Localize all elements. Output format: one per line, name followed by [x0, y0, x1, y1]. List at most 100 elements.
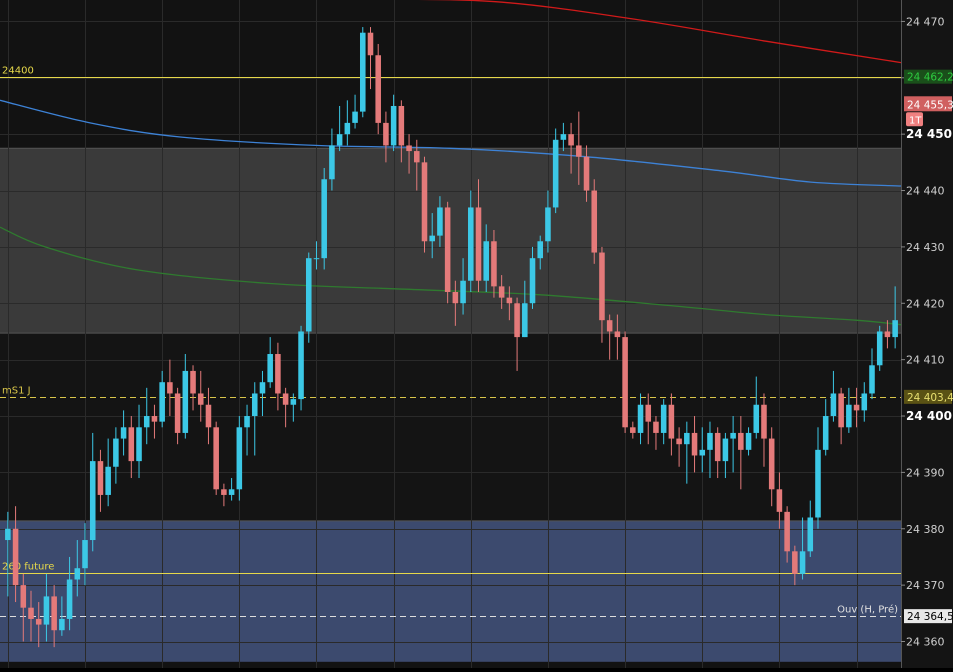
candle[interactable]	[537, 235, 544, 270]
candle[interactable]	[344, 100, 351, 146]
candle[interactable]	[359, 27, 366, 118]
candle[interactable]	[761, 393, 767, 467]
candle[interactable]	[753, 376, 760, 439]
candle[interactable]	[74, 540, 81, 597]
candle[interactable]	[120, 410, 127, 456]
candle[interactable]	[12, 506, 19, 603]
candle[interactable]	[552, 128, 559, 214]
candle[interactable]	[483, 224, 489, 293]
candle[interactable]	[568, 122, 574, 174]
candle[interactable]	[514, 297, 520, 371]
candle[interactable]	[421, 156, 428, 253]
candle[interactable]	[653, 416, 659, 450]
candle[interactable]	[583, 145, 590, 202]
candle[interactable]	[167, 359, 173, 417]
candle[interactable]	[383, 111, 389, 163]
candle[interactable]	[853, 387, 860, 428]
candle[interactable]	[437, 196, 443, 247]
candle[interactable]	[606, 314, 613, 360]
candle[interactable]	[784, 506, 790, 563]
candle[interactable]	[545, 190, 551, 253]
candle[interactable]	[398, 100, 405, 163]
candle[interactable]	[475, 179, 482, 293]
candle[interactable]	[846, 387, 852, 433]
candle[interactable]	[20, 573, 27, 642]
candle[interactable]	[97, 449, 104, 512]
candle[interactable]	[352, 94, 358, 129]
candle[interactable]	[82, 523, 88, 586]
candle[interactable]	[136, 404, 142, 479]
candle[interactable]	[645, 393, 652, 445]
candle[interactable]	[190, 365, 196, 411]
candle[interactable]	[244, 404, 250, 456]
candle[interactable]	[892, 286, 898, 349]
candle[interactable]	[305, 252, 312, 343]
candle[interactable]	[699, 427, 706, 473]
candle[interactable]	[560, 122, 567, 152]
candle[interactable]	[275, 342, 281, 411]
candle[interactable]	[676, 427, 682, 467]
candle[interactable]	[375, 43, 381, 135]
candle[interactable]	[884, 320, 891, 349]
candle[interactable]	[414, 139, 420, 191]
candle[interactable]	[529, 246, 536, 309]
candle[interactable]	[267, 337, 273, 388]
candle[interactable]	[591, 179, 598, 264]
candle[interactable]	[684, 421, 690, 484]
candle[interactable]	[336, 105, 343, 152]
candle[interactable]	[691, 416, 698, 473]
candle[interactable]	[776, 472, 783, 529]
candle[interactable]	[51, 585, 57, 648]
candle[interactable]	[861, 382, 868, 422]
candle[interactable]	[182, 354, 189, 439]
candle[interactable]	[259, 370, 266, 417]
candle[interactable]	[113, 427, 119, 484]
candle[interactable]	[313, 241, 320, 270]
candle[interactable]	[792, 545, 798, 586]
timeframe-badge[interactable]: 1T	[906, 112, 923, 127]
candle[interactable]	[807, 500, 814, 557]
candle[interactable]	[799, 517, 806, 580]
candle[interactable]	[468, 190, 474, 293]
candle[interactable]	[576, 111, 582, 185]
candle[interactable]	[197, 370, 204, 422]
candle[interactable]	[668, 393, 675, 456]
candle[interactable]	[822, 399, 829, 456]
candle[interactable]	[128, 416, 135, 479]
candle[interactable]	[768, 427, 775, 507]
candle[interactable]	[876, 325, 883, 371]
candle[interactable]	[614, 314, 621, 360]
candle[interactable]	[390, 94, 397, 152]
candle[interactable]	[815, 427, 821, 529]
candle[interactable]	[59, 596, 65, 636]
candle[interactable]	[221, 483, 227, 507]
candle[interactable]	[406, 134, 412, 174]
candle[interactable]	[5, 511, 11, 597]
candle[interactable]	[707, 421, 713, 479]
candle[interactable]	[213, 421, 219, 495]
candle[interactable]	[290, 393, 297, 422]
candle[interactable]	[630, 421, 636, 439]
candle[interactable]	[599, 246, 605, 343]
candle[interactable]	[251, 382, 258, 456]
candle[interactable]	[491, 229, 497, 298]
candle[interactable]	[869, 348, 875, 400]
candle[interactable]	[498, 275, 505, 309]
candle[interactable]	[367, 27, 374, 90]
candle[interactable]	[452, 280, 459, 326]
candle[interactable]	[714, 427, 721, 479]
candle[interactable]	[28, 590, 34, 642]
candle[interactable]	[105, 438, 111, 507]
candle[interactable]	[228, 478, 235, 501]
candle[interactable]	[444, 201, 451, 304]
candle[interactable]	[321, 167, 327, 270]
candle[interactable]	[89, 432, 96, 552]
candle[interactable]	[722, 432, 729, 479]
candle[interactable]	[174, 387, 181, 445]
candle[interactable]	[282, 387, 289, 428]
candle[interactable]	[298, 325, 304, 411]
candle[interactable]	[506, 286, 513, 321]
candle[interactable]	[205, 387, 212, 445]
candle[interactable]	[329, 128, 335, 191]
